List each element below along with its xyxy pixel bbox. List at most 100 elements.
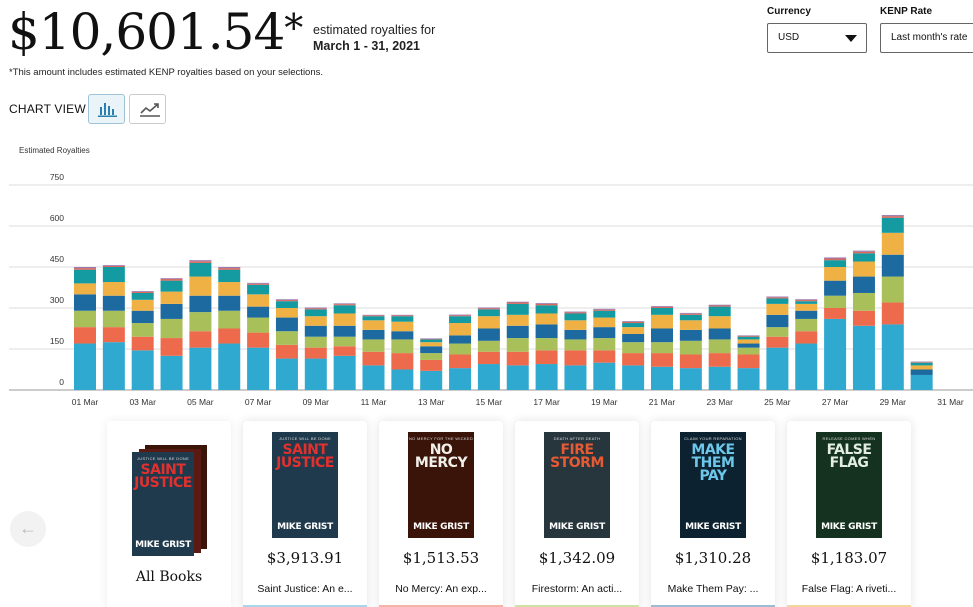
bar-segment[interactable] — [679, 329, 702, 341]
bar-segment[interactable] — [708, 328, 731, 340]
bar-segment[interactable] — [766, 296, 789, 298]
bar-segment[interactable] — [910, 374, 933, 390]
bar-segment[interactable] — [218, 328, 241, 344]
bar-segment[interactable] — [852, 253, 875, 262]
bar-segment[interactable] — [218, 310, 241, 329]
bar-segment[interactable] — [708, 353, 731, 367]
bar-segment[interactable] — [564, 329, 587, 340]
bar-segment[interactable] — [651, 366, 673, 390]
bar-segment[interactable] — [622, 321, 645, 322]
bar-segment[interactable] — [333, 305, 356, 314]
bar-segment[interactable] — [275, 358, 298, 390]
bar-segment[interactable] — [391, 321, 414, 332]
bar-segment[interactable] — [564, 339, 587, 351]
bar-segment[interactable] — [420, 342, 443, 347]
bar-segment[interactable] — [218, 269, 241, 283]
bar-segment[interactable] — [275, 308, 298, 318]
bar-segment[interactable] — [622, 333, 645, 343]
bar-segment[interactable] — [564, 365, 587, 390]
bar-segment[interactable] — [304, 347, 327, 359]
bar-segment[interactable] — [766, 327, 789, 337]
bar-segment[interactable] — [708, 316, 731, 329]
bar-segment[interactable] — [449, 323, 472, 336]
bar-segment[interactable] — [881, 216, 904, 218]
bar-segment[interactable] — [449, 354, 472, 369]
bar-segment[interactable] — [593, 317, 616, 328]
bar-segment[interactable] — [564, 320, 587, 330]
bar-segment[interactable] — [304, 325, 327, 337]
bar-segment[interactable] — [247, 347, 270, 390]
bar-segment[interactable] — [852, 251, 875, 254]
bar-segment[interactable] — [651, 306, 673, 307]
bar-segment[interactable] — [275, 317, 298, 332]
bar-segment[interactable] — [477, 340, 500, 352]
bar-segment[interactable] — [102, 267, 125, 283]
bar-segment[interactable] — [679, 313, 702, 315]
bar-segment[interactable] — [247, 332, 270, 348]
bar-segment[interactable] — [102, 310, 125, 328]
bar-segment[interactable] — [708, 339, 731, 354]
bar-segment[interactable] — [535, 303, 558, 306]
bar-segment[interactable] — [506, 314, 529, 326]
bar-segment[interactable] — [449, 335, 472, 344]
bar-segment[interactable] — [160, 303, 183, 319]
bar-segment[interactable] — [766, 298, 789, 304]
bar-segment[interactable] — [247, 306, 270, 318]
currency-select[interactable]: USD — [767, 23, 867, 53]
bar-segment[interactable] — [420, 338, 443, 339]
bar-segment[interactable] — [477, 309, 500, 317]
bar-view-button[interactable] — [88, 94, 125, 124]
bar-segment[interactable] — [622, 327, 645, 334]
bar-segment[interactable] — [593, 327, 616, 339]
bar-segment[interactable] — [824, 267, 847, 281]
bar-segment[interactable] — [622, 365, 645, 390]
bar-segment[interactable] — [131, 292, 154, 300]
bar-segment[interactable] — [362, 316, 385, 321]
bar-segment[interactable] — [449, 368, 472, 390]
bar-segment[interactable] — [160, 279, 183, 281]
bar-segment[interactable] — [131, 310, 154, 324]
bar-segment[interactable] — [449, 314, 472, 316]
bar-segment[interactable] — [131, 291, 154, 292]
bar-segment[interactable] — [362, 339, 385, 352]
bar-segment[interactable] — [766, 336, 789, 348]
bar-segment[interactable] — [824, 260, 847, 267]
bar-segment[interactable] — [333, 325, 356, 337]
bar-segment[interactable] — [74, 269, 96, 284]
bar-segment[interactable] — [824, 257, 847, 259]
bar-segment[interactable] — [679, 340, 702, 355]
bar-segment[interactable] — [708, 305, 731, 307]
line-view-button[interactable] — [129, 94, 166, 124]
bar-segment[interactable] — [333, 346, 356, 356]
bar-segment[interactable] — [189, 261, 212, 263]
bar-segment[interactable] — [74, 327, 96, 344]
bar-segment[interactable] — [795, 299, 818, 301]
bar-segment[interactable] — [420, 370, 443, 390]
bar-segment[interactable] — [679, 354, 702, 369]
bar-segment[interactable] — [218, 282, 241, 296]
bar-segment[interactable] — [506, 303, 529, 315]
bar-segment[interactable] — [189, 331, 212, 348]
bar-segment[interactable] — [304, 307, 327, 309]
bar-segment[interactable] — [593, 362, 616, 390]
bar-segment[interactable] — [247, 283, 270, 285]
bar-segment[interactable] — [910, 369, 933, 375]
bar-segment[interactable] — [737, 335, 760, 336]
bar-segment[interactable] — [477, 364, 500, 390]
bar-segment[interactable] — [564, 350, 587, 366]
bar-segment[interactable] — [275, 300, 298, 302]
bar-segment[interactable] — [535, 305, 558, 314]
bar-segment[interactable] — [679, 312, 702, 314]
bar-segment[interactable] — [622, 353, 645, 366]
bar-segment[interactable] — [362, 365, 385, 390]
bar-segment[interactable] — [304, 308, 327, 310]
bar-segment[interactable] — [74, 294, 96, 311]
bar-segment[interactable] — [160, 355, 183, 390]
bar-segment[interactable] — [102, 295, 125, 311]
bar-segment[interactable] — [766, 303, 789, 315]
bar-segment[interactable] — [593, 309, 616, 311]
bar-segment[interactable] — [593, 350, 616, 363]
bar-segment[interactable] — [189, 262, 212, 277]
bar-segment[interactable] — [477, 351, 500, 365]
book-card-all[interactable]: JUSTICE WILL BE DONE SAINT JUSTICE MIKE … — [107, 421, 231, 607]
